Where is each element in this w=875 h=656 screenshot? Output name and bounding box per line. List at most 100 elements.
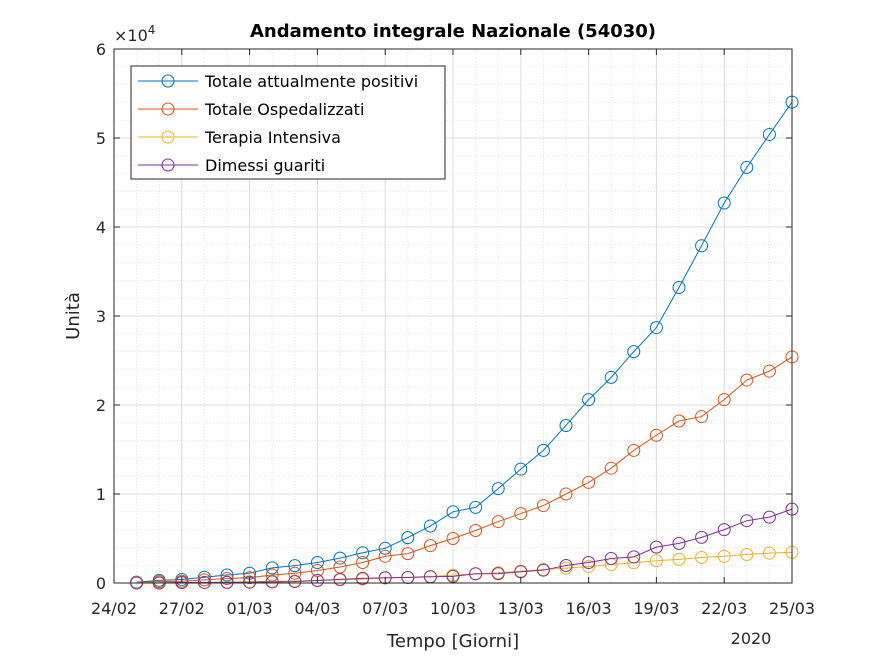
data-point: [310, 564, 324, 578]
data-point: [378, 541, 392, 555]
x-tick-label: 24/02: [91, 599, 137, 618]
data-point: [717, 393, 731, 407]
data-point: [514, 507, 528, 521]
data-point: [469, 523, 483, 537]
legend-entry: Terapia Intensiva: [138, 128, 341, 147]
data-point: [356, 571, 370, 585]
x-axis-year-label: 2020: [731, 629, 772, 648]
y-tick-label: 0: [96, 574, 106, 593]
x-tick-label: 04/03: [294, 599, 340, 618]
data-point: [243, 575, 257, 589]
data-point: [740, 514, 754, 528]
y-axis-title: Unità: [63, 292, 84, 340]
x-axis-tick-labels: 24/02 27/02 01/03 04/03 07/03 10/03 13/03 16/03…: [91, 599, 815, 618]
series-line: [136, 508, 793, 584]
data-point: [310, 574, 324, 588]
data-point: [740, 548, 754, 562]
data-point: [491, 567, 505, 581]
data-point: [695, 530, 709, 544]
data-point: [491, 482, 505, 496]
x-tick-label: 27/02: [159, 599, 205, 618]
grid: [113, 48, 793, 584]
data-point: [762, 127, 776, 141]
y-tick-label: 4: [96, 218, 106, 237]
legend-box: [130, 65, 446, 180]
legend-entry: Totale Ospedalizzati: [138, 100, 364, 119]
data-point: [695, 239, 709, 253]
data-point: [582, 475, 596, 489]
data-point: [762, 546, 776, 560]
x-tick-label: 01/03: [227, 599, 273, 618]
data-point: [672, 281, 686, 295]
data-point: [401, 547, 415, 561]
legend-label: Totale Ospedalizzati: [204, 100, 364, 119]
data-point: [288, 566, 302, 580]
y-tick-label: 3: [96, 307, 106, 326]
x-tick-label: 13/03: [498, 599, 544, 618]
data-point: [649, 540, 663, 554]
data-point: [582, 559, 596, 573]
legend: Totale attualmente positivi Totale Ospeda…: [130, 65, 446, 180]
data-point: [378, 549, 392, 563]
x-tick-label: 16/03: [566, 599, 612, 618]
data-point: [762, 364, 776, 378]
data-point: [627, 443, 641, 457]
data-point: [469, 567, 483, 581]
data-point: [243, 571, 257, 585]
data-point: [717, 549, 731, 563]
data-point: [356, 546, 370, 560]
data-point: [717, 196, 731, 210]
data-point: [423, 539, 437, 553]
data-point: [536, 499, 550, 513]
data-point: [469, 500, 483, 514]
data-point: [288, 559, 302, 573]
axis-ticks: [113, 48, 793, 584]
x-tick-label: 10/03: [430, 599, 476, 618]
data-point: [672, 536, 686, 550]
y-exponent-power: 4: [148, 23, 156, 37]
data-point: [220, 575, 234, 589]
data-point: [220, 568, 234, 582]
data-point: [604, 370, 618, 384]
legend-marker: [161, 158, 175, 172]
data-point: [356, 556, 370, 570]
data-point: [762, 510, 776, 524]
x-tick-label: 25/03: [769, 599, 815, 618]
y-exponent-label: ×104: [114, 23, 155, 45]
y-tick-label: 2: [96, 396, 106, 415]
data-point: [604, 552, 618, 566]
data-point: [446, 505, 460, 519]
y-tick-label: 5: [96, 129, 106, 148]
data-point: [378, 571, 392, 585]
y-tick-label: 6: [96, 40, 106, 59]
legend-label: Dimessi guariti: [205, 156, 325, 175]
data-point: [333, 572, 347, 586]
data-point: [265, 561, 279, 575]
data-point: [423, 519, 437, 533]
data-point: [627, 345, 641, 359]
data-point: [401, 531, 415, 545]
data-point: [627, 550, 641, 564]
data-point: [559, 561, 573, 575]
data-point: [559, 558, 573, 572]
legend-entry: Totale attualmente positivi: [138, 72, 418, 91]
data-point: [220, 572, 234, 586]
data-point: [740, 160, 754, 174]
data-point: [288, 575, 302, 589]
data-point: [604, 461, 618, 475]
data-point: [446, 532, 460, 545]
data-point: [649, 554, 663, 568]
legend-label: Totale attualmente positivi: [204, 72, 418, 91]
data-point: [197, 575, 211, 589]
data-point: [559, 418, 573, 432]
data-point: [649, 428, 663, 442]
x-tick-label: 22/03: [701, 599, 747, 618]
data-point: [717, 523, 731, 537]
data-point: [514, 462, 528, 476]
data-point: [310, 556, 324, 570]
legend-marker: [161, 130, 175, 144]
data-point: [582, 393, 596, 407]
data-point: [695, 410, 709, 424]
data-point: [672, 552, 686, 566]
